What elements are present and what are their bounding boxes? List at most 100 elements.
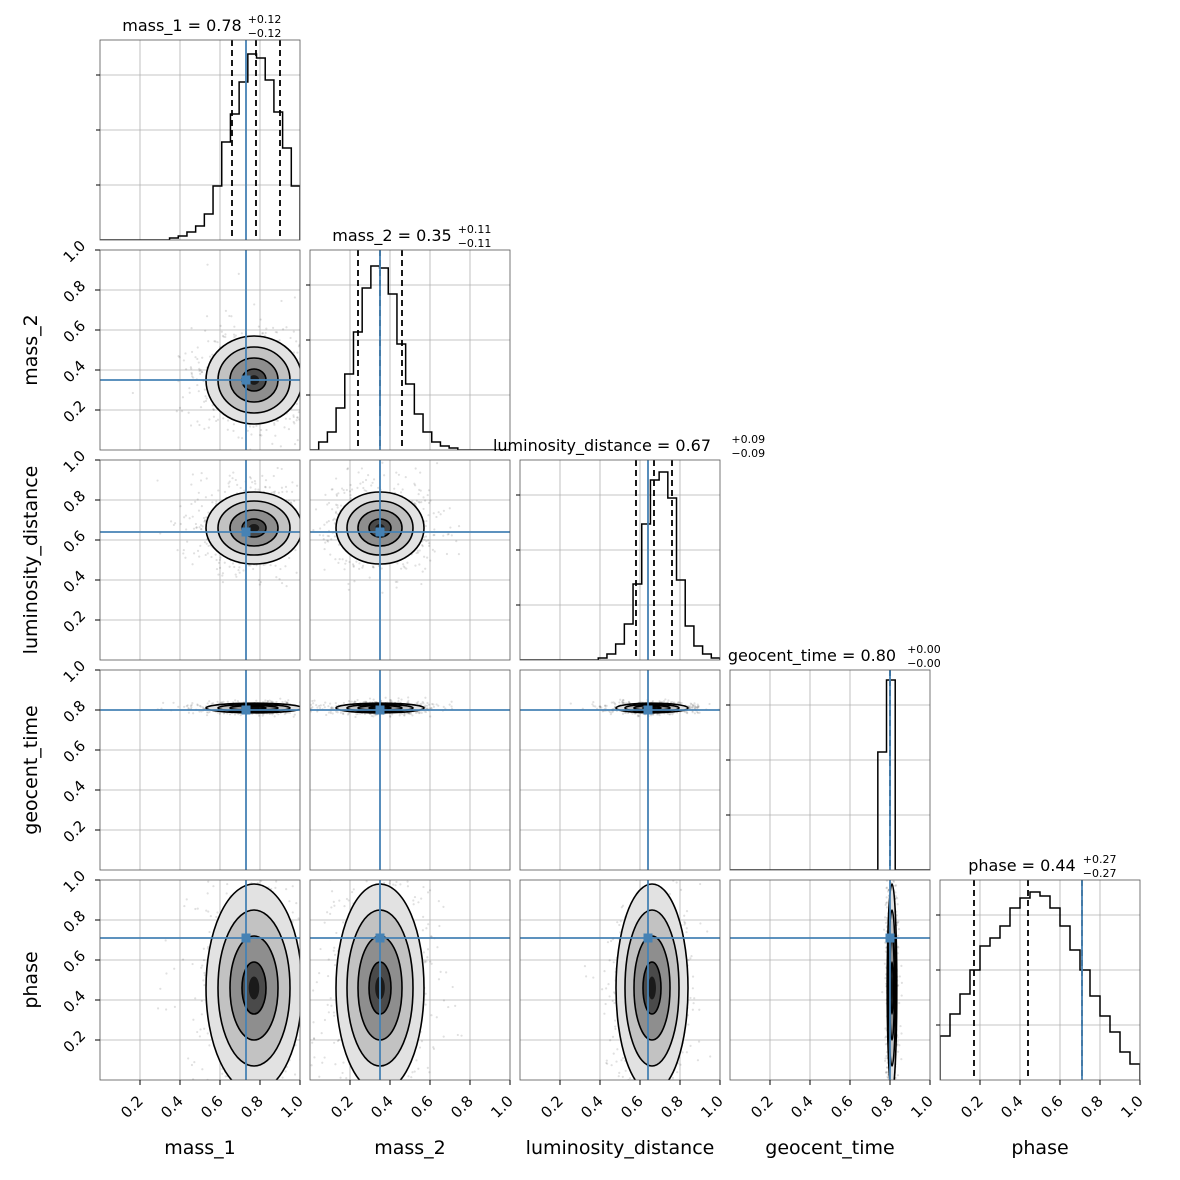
contour-line	[241, 961, 267, 1015]
scatter-point	[653, 1088, 655, 1090]
scatter-point	[217, 573, 220, 576]
scatter-point	[671, 1076, 675, 1079]
scatter-point	[221, 1111, 223, 1113]
x-tick-label: 0.4	[787, 1092, 817, 1122]
scatter-point	[413, 482, 416, 485]
scatter-point	[251, 481, 254, 484]
scatter-point	[314, 422, 316, 424]
scatter-point	[334, 1082, 336, 1084]
scatter-point	[208, 700, 211, 703]
scatter-point	[208, 1044, 211, 1047]
scatter-point	[207, 880, 210, 883]
scatter-point	[283, 713, 286, 716]
hist-title-plus: +0.11	[458, 223, 492, 236]
scatter-point	[191, 702, 194, 705]
scatter-point	[608, 995, 611, 998]
scatter-point	[312, 1037, 316, 1040]
scatter-point	[234, 699, 237, 702]
scatter-point	[288, 556, 291, 560]
truth-marker	[375, 705, 385, 715]
scatter-point	[333, 535, 337, 538]
scatter-point	[207, 910, 210, 913]
scatter-point	[368, 697, 372, 700]
scatter-point	[305, 359, 307, 361]
x-tick-label: 0.4	[157, 1092, 187, 1122]
scatter-point	[285, 701, 288, 704]
scatter-point	[417, 1067, 420, 1070]
scatter-point	[203, 541, 207, 544]
scatter-point	[886, 890, 890, 893]
scatter-point	[696, 710, 699, 714]
scatter-point	[415, 499, 418, 502]
scatter-point	[292, 420, 295, 424]
scatter-point	[187, 711, 191, 714]
scatter-point	[235, 575, 238, 578]
panel-hist-mass_1	[100, 40, 300, 240]
scatter-point	[336, 504, 339, 507]
scatter-point	[233, 336, 236, 339]
histogram-step	[940, 891, 1140, 1080]
scatter-point	[211, 501, 214, 504]
scatter-point	[178, 406, 182, 409]
scatter-point	[218, 566, 222, 569]
scatter-point	[885, 896, 888, 899]
histogram-step	[520, 471, 720, 660]
scatter-point	[261, 474, 264, 477]
scatter-point	[696, 705, 699, 708]
scatter-point	[599, 705, 602, 708]
scatter-point	[237, 569, 240, 572]
scatter-point	[887, 1088, 889, 1090]
scatter-point	[327, 1011, 330, 1014]
panel-mass_2-vs-luminosity_distance	[310, 460, 510, 660]
scatter-point	[447, 1005, 450, 1009]
scatter-point	[342, 921, 345, 924]
scatter-point	[897, 946, 900, 949]
scatter-point	[604, 1002, 607, 1006]
scatter-point	[199, 1028, 202, 1031]
scatter-point	[890, 1112, 892, 1114]
scatter-point	[890, 1112, 892, 1114]
scatter-point	[891, 1094, 893, 1096]
contour-line	[887, 909, 897, 1067]
scatter-point	[885, 901, 889, 904]
scatter-point	[315, 981, 318, 984]
panel-frame	[309, 879, 511, 1081]
scatter-point	[892, 880, 895, 883]
scatter-point	[354, 1109, 356, 1111]
scatter-point	[273, 490, 277, 493]
scatter-point	[388, 880, 392, 882]
scatter-point	[693, 707, 696, 710]
scatter-point	[258, 583, 261, 586]
scatter-point	[281, 490, 284, 494]
scatter-point	[640, 1090, 642, 1092]
scatter-point	[300, 710, 302, 712]
scatter-point	[631, 712, 634, 715]
panel-mass_2-vs-phase	[310, 872, 510, 1111]
scatter-point	[394, 580, 397, 583]
scatter-point	[688, 1100, 690, 1102]
scatter-point	[213, 340, 216, 343]
scatter-point	[349, 497, 352, 500]
scatter-point	[307, 399, 309, 401]
scatter-point	[335, 477, 338, 480]
scatter-point	[691, 711, 694, 714]
scatter-point	[198, 1035, 201, 1038]
scatter-point	[421, 872, 423, 874]
scatter-point	[424, 710, 428, 714]
scatter-point	[238, 571, 241, 574]
scatter-point	[422, 915, 425, 919]
scatter-point	[895, 1099, 897, 1101]
scatter-point	[269, 564, 272, 567]
scatter-point	[629, 872, 631, 874]
x-tick-label: 1.0	[1117, 1092, 1147, 1122]
scatter-point	[685, 910, 689, 913]
scatter-point	[335, 503, 338, 506]
scatter-point	[672, 880, 675, 882]
scatter-point	[621, 1075, 624, 1078]
density-level	[248, 976, 260, 1000]
y-tick-label: 0.8	[60, 487, 90, 517]
scatter-point	[622, 701, 625, 705]
scatter-point	[409, 712, 413, 715]
scatter-point	[273, 423, 276, 426]
scatter-point	[897, 1114, 899, 1116]
